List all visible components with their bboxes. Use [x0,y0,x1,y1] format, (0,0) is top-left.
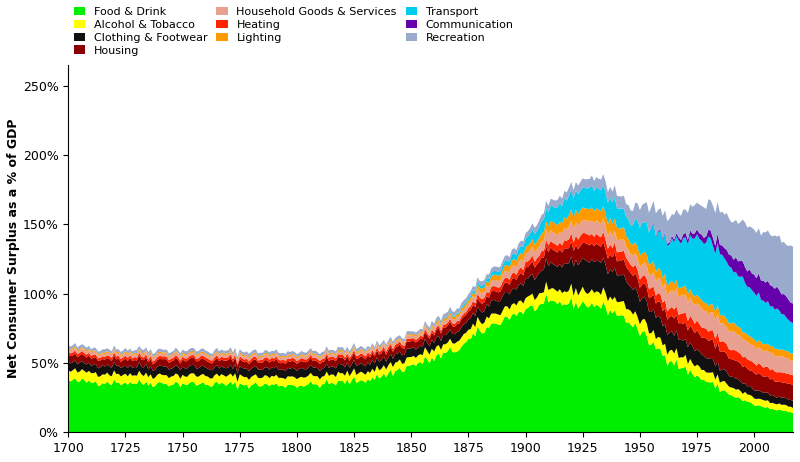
Legend: Food & Drink, Alcohol & Tobacco, Clothing & Footwear, Housing, Household Goods &: Food & Drink, Alcohol & Tobacco, Clothin… [74,7,514,55]
Y-axis label: Net Consumer Surplus as a % of GDP: Net Consumer Surplus as a % of GDP [7,119,20,378]
